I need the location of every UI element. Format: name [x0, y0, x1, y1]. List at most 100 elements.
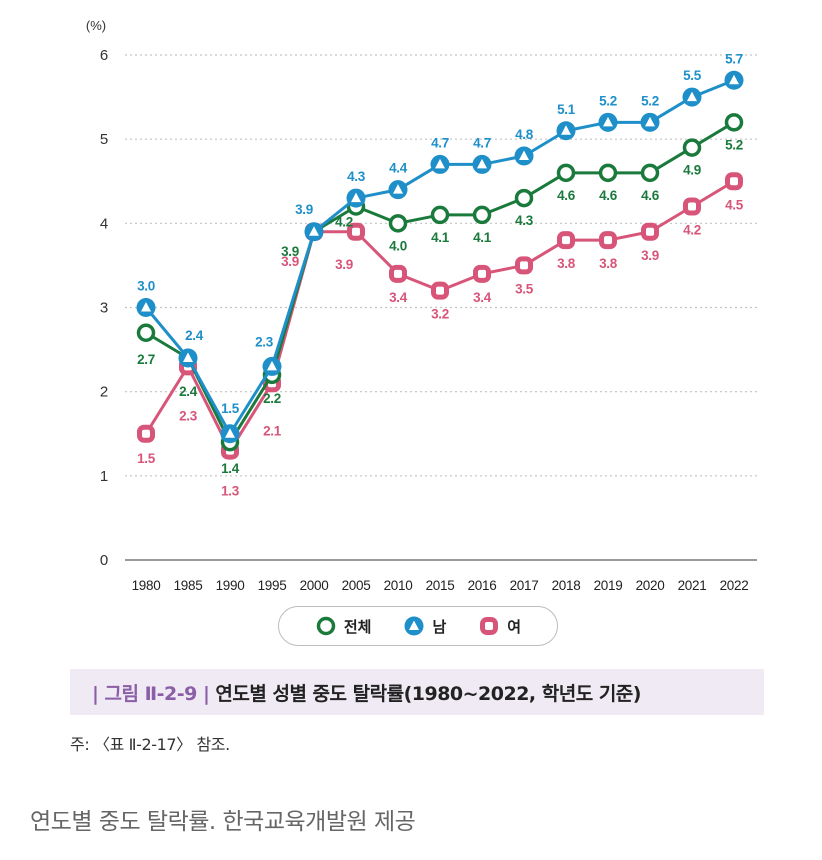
- legend-label-male: 남: [432, 617, 447, 636]
- data-label: 3.9: [641, 248, 659, 263]
- data-point: [137, 424, 155, 443]
- data-point: [598, 112, 618, 132]
- data-point: [683, 197, 701, 216]
- data-point: [178, 348, 198, 368]
- square-marker-icon: [480, 617, 499, 635]
- data-point: [640, 163, 660, 183]
- data-label: 1.3: [221, 484, 240, 499]
- data-label: 4.8: [515, 127, 534, 142]
- data-point: [725, 172, 743, 191]
- data-label: 3.8: [557, 256, 576, 271]
- data-label: 4.6: [557, 188, 576, 203]
- x-tick-label: 2005: [342, 578, 371, 593]
- data-point: [514, 146, 534, 166]
- data-label: 4.1: [473, 230, 492, 245]
- data-label: 2.3: [255, 334, 274, 349]
- legend-label-female: 여: [507, 617, 522, 636]
- data-label: 2.7: [137, 352, 155, 367]
- x-tick-label: 2018: [552, 578, 581, 593]
- data-label: 3.0: [137, 279, 155, 294]
- data-point: [556, 121, 576, 141]
- data-point: [514, 188, 534, 208]
- x-tick-label: 1985: [174, 578, 203, 593]
- data-point: [515, 256, 533, 275]
- y-unit-label: (%): [86, 18, 106, 33]
- data-point: [598, 163, 618, 183]
- data-label: 3.2: [431, 307, 449, 322]
- data-point: [304, 222, 324, 242]
- x-tick-label: 1990: [216, 578, 245, 593]
- data-point: [430, 205, 450, 225]
- data-point: [136, 323, 156, 342]
- data-label: 3.8: [599, 256, 618, 271]
- data-label: 3.5: [515, 281, 534, 296]
- data-label: 4.6: [641, 188, 660, 203]
- legend-item-female: 여: [478, 615, 521, 637]
- data-label: 2.4: [185, 328, 204, 343]
- image-source-caption: 연도별 중도 탈락률. 한국교육개발원 제공: [30, 809, 416, 835]
- data-point: [262, 356, 282, 376]
- data-label: 3.4: [389, 290, 408, 305]
- data-point: [682, 87, 702, 107]
- circle-marker-icon: [316, 616, 336, 636]
- series-male: 3.0 2.4 1.5 2.3 3.9 4.3 4.4 4.7 4.7 4.8 5.1 5.2 5.2 5…: [136, 51, 744, 444]
- figure-caption: | 그림 Ⅱ-2-9 | 연도별 성별 중도 탈락률(1980~2022, 학년…: [70, 669, 764, 715]
- data-point: [430, 154, 450, 174]
- series-total: 2.7 2.4 1.4 2.2 3.9 4.2 4.0 4.1 4.1 4.3 4.6 4.6 4.6 4…: [136, 113, 744, 476]
- figure-note: 주: 〈표 Ⅱ-2-17〉 참조.: [70, 735, 230, 754]
- figure-number: | 그림 Ⅱ-2-9 |: [92, 682, 210, 705]
- data-point: [388, 214, 408, 233]
- legend-label-total: 전체: [343, 617, 372, 636]
- data-label: 4.7: [473, 135, 491, 150]
- x-tick-label: 2022: [720, 578, 749, 593]
- chart-legend: 전체 남 여: [278, 606, 558, 646]
- data-label: 4.0: [389, 238, 407, 253]
- data-point: [724, 70, 744, 90]
- line-chart: (%) 0 1 2 3 4 5 6 1980 1985 1990 1995 2000 2005 2010 20…: [86, 18, 757, 593]
- data-label: 5.7: [725, 51, 743, 66]
- x-tick-label: 2021: [678, 578, 707, 593]
- y-tick-label: 5: [100, 131, 108, 148]
- x-tick-label: 2020: [636, 578, 665, 593]
- data-label: 4.5: [725, 197, 744, 212]
- x-tick-label: 1995: [258, 578, 287, 593]
- y-tick-label: 1: [100, 468, 108, 485]
- x-tick-label: 2010: [384, 578, 413, 593]
- data-point: [472, 154, 492, 174]
- data-label: 2.2: [263, 391, 281, 406]
- data-label: 5.5: [683, 68, 702, 83]
- data-label: 4.2: [683, 223, 701, 238]
- data-label: 5.1: [557, 102, 576, 117]
- data-point: [599, 231, 617, 250]
- data-label: 4.1: [431, 230, 450, 245]
- data-label: 4.2: [335, 215, 353, 230]
- data-point: [220, 424, 240, 444]
- data-label: 4.6: [599, 188, 618, 203]
- data-label: 1.4: [221, 461, 240, 476]
- data-point: [347, 222, 365, 241]
- data-point: [472, 205, 492, 225]
- x-tick-label: 2000: [300, 578, 329, 593]
- data-label: 3.4: [473, 290, 492, 305]
- data-label: 4.7: [431, 135, 449, 150]
- data-label: 2.1: [263, 423, 282, 438]
- y-tick-label: 0: [100, 552, 108, 569]
- data-point: [640, 112, 660, 132]
- x-tick-label: 1980: [132, 578, 161, 593]
- data-label: 4.3: [515, 213, 534, 228]
- data-point: [682, 138, 702, 157]
- data-label: 4.3: [347, 169, 366, 184]
- triangle-marker-icon: [404, 616, 424, 636]
- data-point: [346, 188, 366, 208]
- data-label: 1.5: [137, 451, 156, 466]
- data-point: [136, 298, 156, 317]
- figure-title: 연도별 성별 중도 탈락률(1980~2022, 학년도 기준): [215, 682, 641, 705]
- data-label: 5.2: [599, 93, 617, 108]
- y-tick-label: 4: [100, 215, 108, 232]
- data-point: [389, 264, 407, 283]
- data-point: [473, 264, 491, 283]
- data-point: [724, 113, 744, 132]
- data-point: [388, 180, 408, 200]
- y-tick-label: 2: [100, 384, 108, 401]
- y-tick-label: 3: [100, 300, 108, 317]
